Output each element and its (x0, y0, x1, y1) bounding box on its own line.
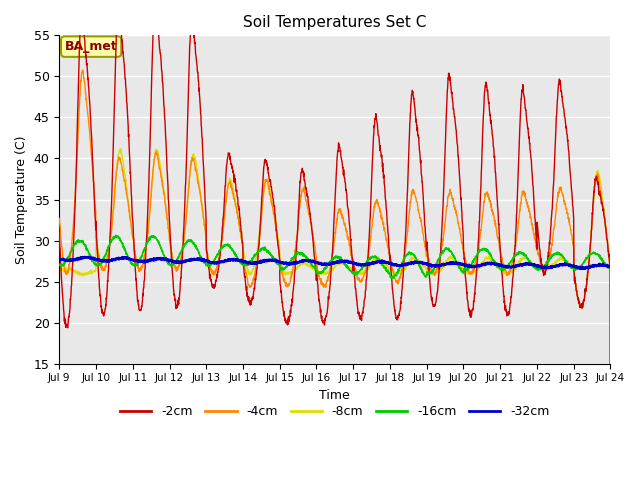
Text: BA_met: BA_met (65, 40, 118, 53)
Legend: -2cm, -4cm, -8cm, -16cm, -32cm: -2cm, -4cm, -8cm, -16cm, -32cm (115, 400, 555, 423)
Y-axis label: Soil Temperature (C): Soil Temperature (C) (15, 135, 28, 264)
Title: Soil Temperatures Set C: Soil Temperatures Set C (243, 15, 426, 30)
X-axis label: Time: Time (319, 389, 350, 402)
